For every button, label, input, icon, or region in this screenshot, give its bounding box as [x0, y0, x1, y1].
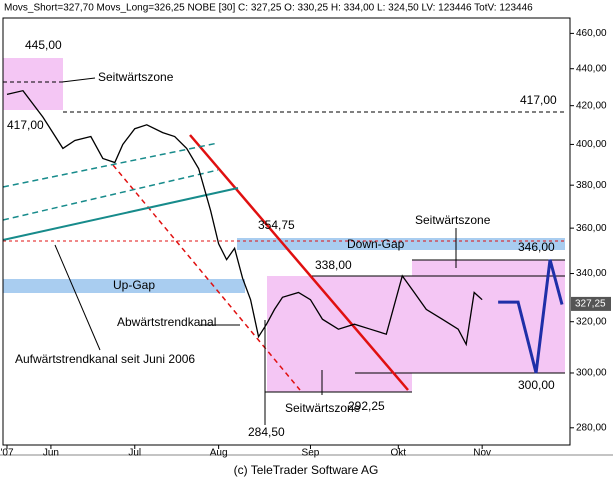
x-tick-label: Jun	[43, 448, 59, 459]
y-tick-label: 440,00	[576, 63, 607, 74]
copyright: (c) TeleTrader Software AG	[234, 463, 379, 477]
level-label: 284,50	[248, 425, 285, 439]
y-tick-label: 360,00	[576, 223, 607, 234]
level-label: 417,00	[520, 93, 557, 107]
level-label: 354,75	[258, 218, 295, 232]
level-label: 417,00	[7, 118, 44, 132]
level-label: 292,25	[348, 399, 385, 413]
level-label: 300,00	[518, 378, 555, 392]
y-tick-label: 340,00	[576, 268, 607, 279]
last-price-label: 327,25	[575, 299, 606, 310]
level-label: 346,00	[518, 240, 555, 254]
x-tick-label: Aug	[210, 448, 228, 459]
downtrend-line	[112, 164, 301, 391]
x-tick-label: Jul	[128, 448, 141, 459]
sideways-zone	[267, 276, 412, 392]
x-tick-label: Nov	[473, 448, 491, 459]
level-label: 445,00	[25, 38, 62, 52]
y-tick-label: 280,00	[576, 422, 607, 433]
level-label: 338,00	[315, 258, 352, 272]
plot-frame	[2, 17, 571, 446]
arrow	[54, 244, 101, 351]
annotation: Down-Gap	[347, 237, 405, 251]
annotation: Seitwärtszone	[98, 70, 174, 84]
last-price-box	[571, 296, 611, 311]
price-line	[6, 89, 483, 347]
y-tick-label: 400,00	[576, 139, 607, 150]
x-tick-label: Sep	[302, 448, 320, 459]
downtrend-line	[189, 134, 409, 391]
y-tick-label: 460,00	[576, 28, 607, 39]
y-tick-label: 300,00	[576, 368, 607, 379]
x-tick-label: '07	[0, 448, 13, 459]
annotation: Aufwärtstrendkanal seit Juni 2006	[15, 352, 195, 366]
price-line	[498, 259, 564, 374]
uptrend-line	[2, 142, 219, 188]
annotation: Seitwärtszone	[285, 401, 361, 415]
header: Movs_Short=327,70 Movs_Long=326,25 NOBE …	[4, 3, 533, 14]
annotation: Seitwärtszone	[415, 213, 491, 227]
up-gap-band	[3, 279, 245, 293]
x-tick-label: Okt	[391, 448, 407, 459]
uptrend-line	[2, 187, 239, 241]
annotation: Up-Gap	[113, 278, 155, 292]
y-tick-label: 320,00	[576, 316, 607, 327]
y-tick-label: 380,00	[576, 180, 607, 191]
arrow	[61, 77, 96, 83]
annotation: Abwärtstrendkanal	[117, 315, 216, 329]
y-tick-label: 420,00	[576, 100, 607, 111]
sideways-zone	[3, 58, 63, 110]
uptrend-line	[2, 169, 219, 221]
